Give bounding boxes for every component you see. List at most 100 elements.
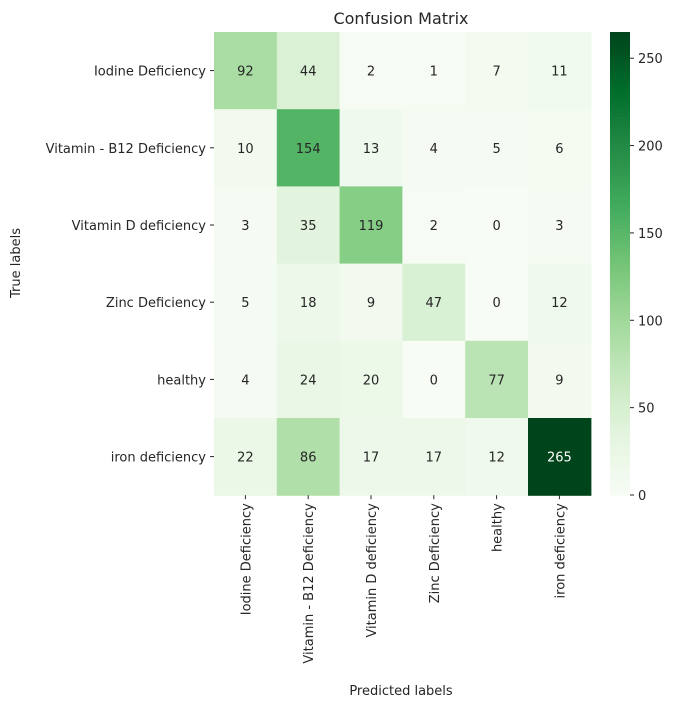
x-tick-label: Zinc Deficiency (428, 503, 443, 603)
colorbar-segment (610, 410, 630, 415)
heatmap-cell (528, 340, 592, 419)
colorbar-segment (610, 282, 630, 288)
heatmap-cell (276, 186, 341, 265)
colorbar-segment (610, 263, 630, 268)
heatmap-cell (402, 109, 466, 187)
x-tick-label: Iodine Deficiency (239, 503, 254, 615)
colorbar-segment (610, 421, 630, 427)
colorbar-segment (610, 467, 630, 473)
colorbar-segment (610, 456, 630, 461)
heatmap-cell (528, 263, 592, 342)
colorbar-segment (610, 302, 630, 307)
colorbar-segment (610, 275, 630, 280)
colorbar-segment (610, 491, 630, 496)
heatmap-cell (402, 32, 466, 110)
cell-value-label: 12 (551, 296, 568, 311)
colorbar-segment (610, 386, 630, 392)
colorbar-segment (610, 186, 630, 191)
cell-value-label: 11 (551, 65, 568, 80)
colorbar-segment (610, 344, 630, 349)
colorbar-segment (610, 259, 630, 265)
colorbar-segment (610, 425, 630, 431)
y-tick-label: Vitamin D deficiency (72, 219, 207, 234)
colorbar-segment (610, 178, 630, 184)
heatmap-cell (465, 418, 529, 496)
colorbar-segment (610, 336, 630, 342)
heatmap-cell (276, 418, 341, 496)
x-tick-label: healthy (491, 503, 506, 552)
colorbar-segment (610, 321, 630, 326)
heatmap-cell (402, 418, 466, 496)
colorbar-segment (610, 109, 630, 114)
colorbar-tick-label: 0 (638, 489, 646, 504)
colorbar-segment (610, 35, 630, 41)
colorbar-segment (610, 93, 630, 99)
x-tick-labels: Iodine Deficiency Vitamin - B12 Deficienc… (239, 495, 568, 664)
heatmap-cell (528, 109, 592, 187)
colorbar-segment (610, 151, 630, 157)
y-tick-label: Vitamin - B12 Deficiency (46, 142, 207, 157)
colorbar-segment (610, 89, 630, 95)
heatmap-cell (528, 186, 592, 265)
heatmap-cell (276, 263, 341, 342)
colorbar-segment (610, 294, 630, 299)
colorbar-segment (610, 348, 630, 353)
colorbar-segment (610, 487, 630, 492)
colorbar-segment (610, 309, 630, 315)
cell-value-label: 3 (555, 219, 563, 234)
cell-value-label: 22 (237, 451, 254, 466)
colorbar-segment (610, 340, 630, 346)
chart-title: Confusion Matrix (333, 9, 468, 28)
heatmap-cell (214, 263, 278, 342)
colorbar-segment (610, 182, 630, 187)
colorbar-segment (610, 325, 630, 330)
cell-value-label: 4 (241, 373, 249, 388)
colorbar-segment (610, 205, 630, 211)
cell-value-label: 6 (555, 142, 563, 157)
colorbar: 0 50 100 150 200 250 (610, 32, 663, 504)
colorbar-segment (610, 113, 630, 118)
colorbar-segment (610, 217, 630, 222)
cell-value-label: 17 (426, 451, 443, 466)
colorbar-segment (610, 371, 630, 376)
colorbar-segment (610, 298, 630, 303)
colorbar-segment (610, 352, 630, 357)
cell-value-label: 47 (426, 296, 443, 311)
y-tick-labels: Iodine Deficiency Vitamin - B12 Deficienc… (46, 65, 214, 466)
cell-value-label: 2 (430, 219, 438, 234)
colorbar-segment (610, 132, 630, 137)
colorbar-segment (610, 82, 630, 87)
cell-value-label: 0 (492, 296, 500, 311)
colorbar-segment (610, 483, 630, 488)
colorbar-segment (610, 313, 630, 319)
colorbar-segment (610, 140, 630, 145)
heatmap-cell (339, 263, 403, 342)
heatmap-cell (276, 109, 341, 187)
colorbar-segment (610, 66, 630, 72)
cell-value-label: 92 (237, 65, 254, 80)
colorbar-segment (610, 460, 630, 465)
colorbar-segment (610, 62, 630, 68)
colorbar-segment (610, 375, 630, 380)
colorbar-segment (610, 116, 630, 122)
colorbar-segment (610, 440, 630, 446)
colorbar-segment (610, 271, 630, 276)
heatmap-cell (465, 32, 529, 110)
colorbar-segment (610, 390, 630, 396)
colorbar-segment (610, 278, 630, 284)
cell-value-label: 3 (241, 219, 249, 234)
x-tick-label: iron deficiency (553, 503, 568, 599)
cell-value-label: 18 (300, 296, 317, 311)
heatmap-cell (402, 340, 466, 419)
colorbar-segment (610, 194, 630, 199)
colorbar-segment (610, 356, 630, 361)
colorbar-segment (610, 224, 630, 230)
colorbar-segment (610, 59, 630, 64)
cell-value-label: 154 (296, 142, 321, 157)
colorbar-segment (610, 305, 630, 311)
colorbar-segment (610, 251, 630, 257)
y-axis-label: True labels (9, 228, 24, 299)
colorbar-segment (610, 267, 630, 272)
